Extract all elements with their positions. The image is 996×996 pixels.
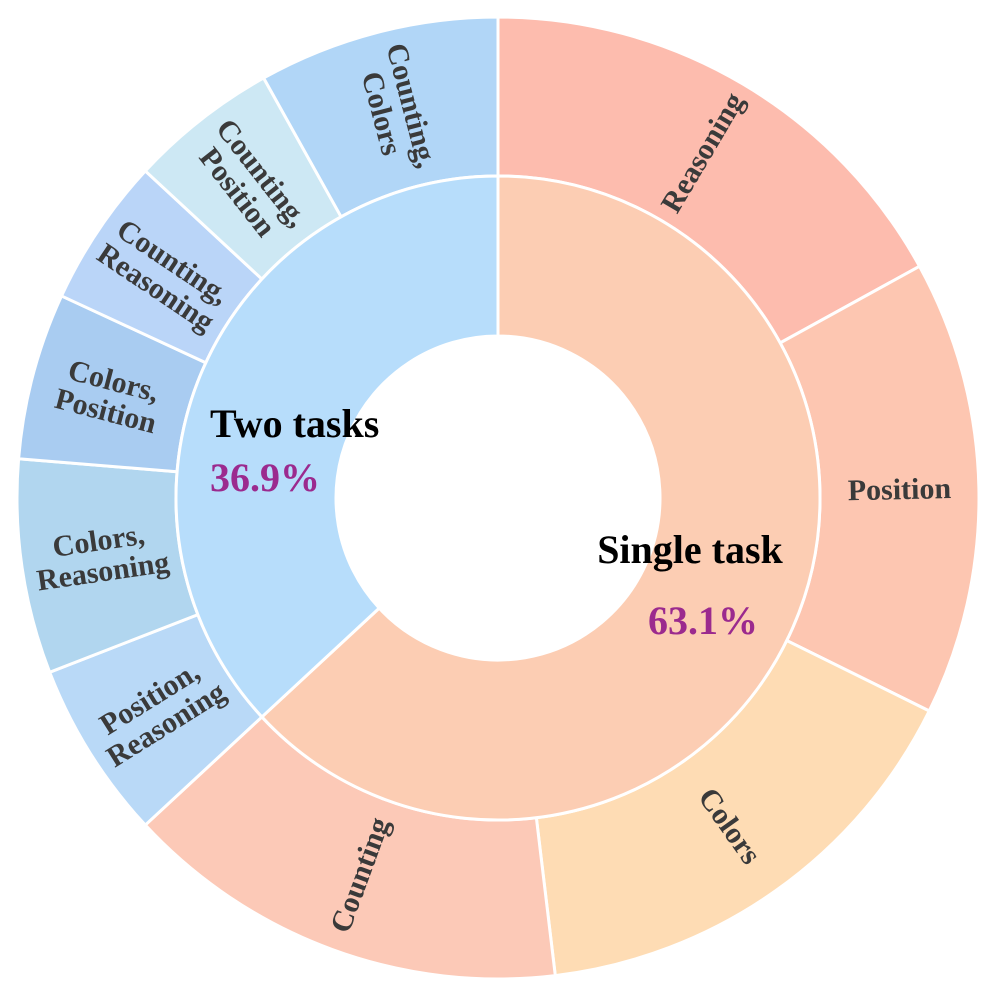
inner-percent-single-task: 63.1% bbox=[648, 598, 758, 643]
inner-percent-two-tasks: 36.9% bbox=[210, 455, 320, 500]
outer-label-line: Position bbox=[847, 472, 951, 507]
outer-label-position: Position bbox=[847, 472, 951, 507]
inner-slice-single-task bbox=[259, 174, 822, 822]
inner-ring bbox=[174, 174, 822, 822]
inner-slice-two-tasks bbox=[174, 174, 500, 720]
inner-label-two-tasks: Two tasks bbox=[210, 401, 379, 446]
inner-labels: Single task 63.1% Two tasks 36.9% bbox=[210, 401, 784, 643]
outer-ring bbox=[15, 15, 981, 981]
inner-label-single-task: Single task bbox=[597, 527, 783, 572]
